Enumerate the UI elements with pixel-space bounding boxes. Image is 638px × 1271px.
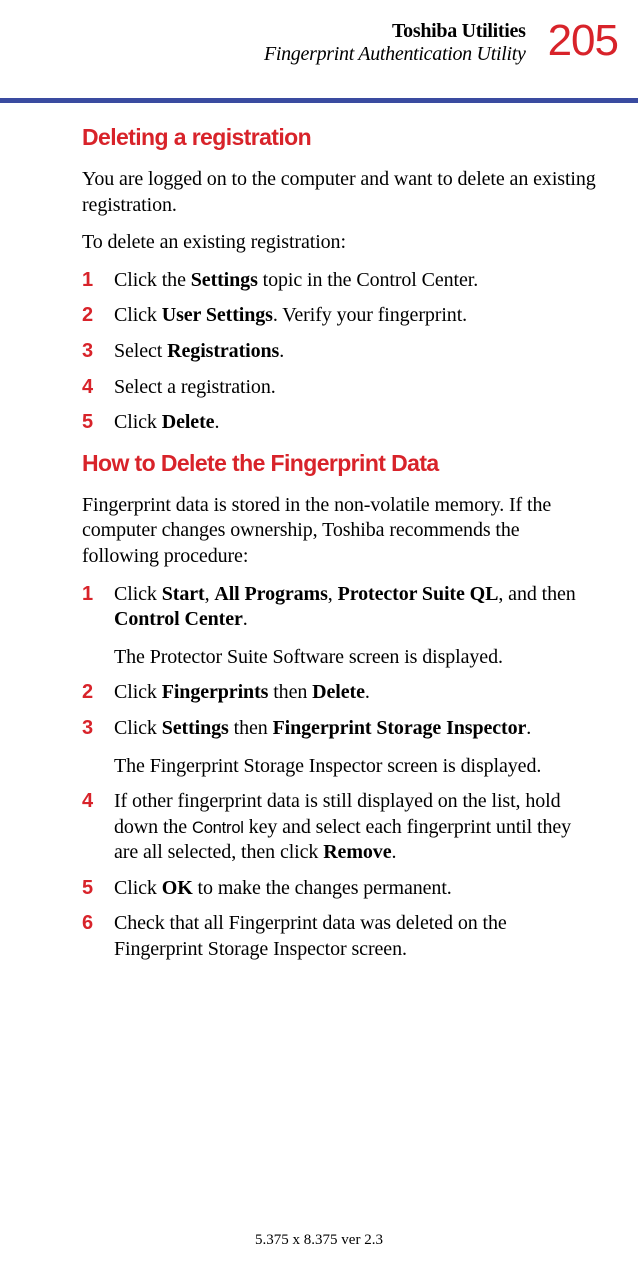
list-item: 3 Select Registrations.: [82, 339, 600, 365]
intro-para-2a: Fingerprint data is stored in the non-vo…: [82, 493, 600, 570]
step-number: 3: [82, 339, 114, 365]
list-item: 3 Click Settings then Fingerprint Storag…: [82, 716, 600, 779]
step-body: Click Settings then Fingerprint Storage …: [114, 716, 600, 779]
list-item: 4 Select a registration.: [82, 375, 600, 401]
step-body: Select a registration.: [114, 375, 600, 401]
step-body: Click User Settings. Verify your fingerp…: [114, 303, 600, 329]
step-body: Select Registrations.: [114, 339, 600, 365]
section-heading-2: How to Delete the Fingerprint Data: [82, 450, 600, 477]
step-body: Click Delete.: [114, 410, 600, 436]
header-subtitle: Fingerprint Authentication Utility: [264, 43, 526, 66]
step-list-2: 1 Click Start, All Programs, Protector S…: [82, 582, 600, 963]
step-number: 2: [82, 303, 114, 329]
header-title: Toshiba Utilities: [264, 20, 526, 43]
list-item: 2 Click Fingerprints then Delete.: [82, 680, 600, 706]
step-number: 1: [82, 268, 114, 294]
step-body: Click the Settings topic in the Control …: [114, 268, 600, 294]
section-heading-1: Deleting a registration: [82, 124, 600, 151]
list-item: 1 Click Start, All Programs, Protector S…: [82, 582, 600, 671]
list-item: 5 Click Delete.: [82, 410, 600, 436]
step-body: Check that all Fingerprint data was dele…: [114, 911, 600, 962]
step-number: 1: [82, 582, 114, 671]
page-footer: 5.375 x 8.375 ver 2.3: [0, 1232, 638, 1249]
page-header: Toshiba Utilities Fingerprint Authentica…: [0, 20, 638, 66]
step-body: Click Fingerprints then Delete.: [114, 680, 600, 706]
intro-para-1b: To delete an existing registration:: [82, 230, 600, 256]
step-number: 4: [82, 375, 114, 401]
step-number: 6: [82, 911, 114, 962]
step-number: 5: [82, 410, 114, 436]
list-item: 5 Click OK to make the changes permanent…: [82, 876, 600, 902]
step-body: Click OK to make the changes permanent.: [114, 876, 600, 902]
step-number: 3: [82, 716, 114, 779]
list-item: 2 Click User Settings. Verify your finge…: [82, 303, 600, 329]
content: Deleting a registration You are logged o…: [82, 118, 600, 973]
page-number: 205: [548, 20, 618, 62]
step-number: 2: [82, 680, 114, 706]
step-number: 4: [82, 789, 114, 866]
intro-para-1a: You are logged on to the computer and wa…: [82, 167, 600, 218]
step-body: If other fingerprint data is still displ…: [114, 789, 600, 866]
header-rule: [0, 98, 638, 103]
list-item: 4 If other fingerprint data is still dis…: [82, 789, 600, 866]
page: Toshiba Utilities Fingerprint Authentica…: [0, 0, 638, 1271]
step-body: Click Start, All Programs, Protector Sui…: [114, 582, 600, 671]
header-text-block: Toshiba Utilities Fingerprint Authentica…: [264, 20, 526, 66]
list-item: 1 Click the Settings topic in the Contro…: [82, 268, 600, 294]
step-list-1: 1 Click the Settings topic in the Contro…: [82, 268, 600, 436]
list-item: 6 Check that all Fingerprint data was de…: [82, 911, 600, 962]
step-number: 5: [82, 876, 114, 902]
